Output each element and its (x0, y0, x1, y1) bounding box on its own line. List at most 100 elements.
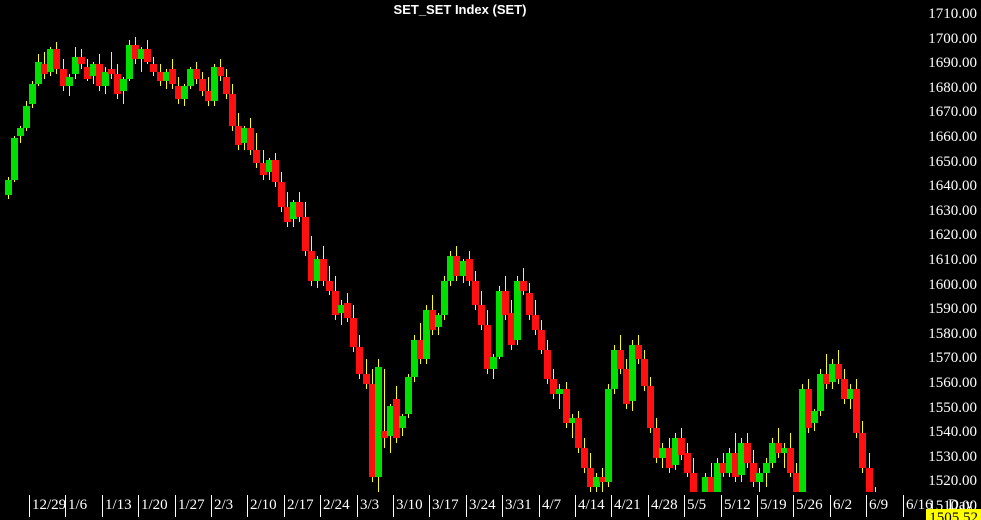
candle-body (320, 258, 328, 281)
x-axis-tick-label: 2/24 (323, 497, 350, 513)
candle-body (720, 462, 728, 473)
candle-body (574, 418, 582, 448)
x-axis-tick-label: 6/16 (906, 497, 933, 513)
x-axis-tick-label: 5/5 (687, 497, 707, 513)
candle-body (865, 467, 873, 492)
y-axis-tick-label: 1640.00 (928, 178, 977, 195)
x-axis-tick (175, 495, 176, 517)
candle-body (550, 379, 558, 394)
candle-body (617, 349, 625, 370)
candle-body (635, 344, 643, 360)
candle-body (495, 290, 503, 357)
candle-body (241, 128, 249, 143)
x-axis-label: Day (948, 497, 973, 513)
candle-wick (141, 46, 143, 72)
candle-body (859, 433, 867, 468)
candle-body (429, 310, 437, 330)
x-axis-tick-label: 3/17 (432, 497, 459, 513)
candle-wick (571, 413, 573, 439)
candle-body (150, 64, 158, 72)
candle-body (768, 443, 776, 463)
x-axis-tick (866, 495, 867, 517)
x-axis-tick (466, 495, 467, 517)
candle-body (677, 438, 685, 456)
x-axis-tick (684, 495, 685, 517)
y-axis-tick-label: 1660.00 (928, 129, 977, 145)
y-axis-tick-label: 1630.00 (928, 202, 977, 219)
candle-body (435, 315, 443, 328)
candle-body (156, 71, 164, 82)
candle-wick (559, 384, 561, 409)
candle-body (114, 74, 122, 94)
candle-body (507, 312, 515, 345)
candle-body (392, 398, 400, 439)
x-axis-tick-label: 6/9 (869, 497, 889, 513)
candle-body (380, 430, 388, 439)
x-axis-tick (284, 495, 285, 517)
candle-body (326, 280, 334, 291)
x-axis-tick (393, 495, 394, 517)
candle-body (265, 160, 273, 173)
candle-body (53, 49, 61, 70)
candle-body (23, 106, 31, 129)
y-axis: 1710.00 1700.00 1690.00 1680.00 1670.00 1660.… (920, 0, 981, 514)
candle-body (592, 477, 600, 488)
candle-body (374, 366, 382, 478)
x-axis-tick (611, 495, 612, 517)
x-axis-tick (247, 495, 248, 517)
x-axis-tick (211, 495, 212, 517)
candle-body (5, 179, 12, 195)
candle-body (162, 71, 170, 82)
x-axis-tick (138, 495, 139, 517)
y-axis-tick-label: 1540.00 (928, 424, 977, 441)
candle-body (283, 206, 291, 222)
y-axis-tick-label: 1670.00 (928, 104, 977, 121)
y-axis-tick-label: 1520.00 (928, 473, 977, 490)
candle-body (101, 71, 109, 87)
candle-body (641, 359, 649, 387)
candle-body (338, 305, 346, 313)
candle-body (332, 290, 340, 316)
candle-body (841, 379, 849, 399)
candle-body (204, 91, 212, 102)
candle-body (404, 376, 412, 414)
x-axis-tick-label: 3/3 (360, 497, 380, 513)
candle-body (59, 69, 67, 87)
candle-body (453, 256, 461, 276)
y-axis-tick-label: 1570.00 (928, 350, 977, 367)
candle-wick (826, 354, 828, 389)
candle-body (750, 462, 758, 483)
chart-title: SET_SET Index (SET) (393, 2, 527, 17)
chart-plot-area[interactable] (0, 0, 920, 492)
candle-body (259, 162, 267, 175)
candle-body (65, 76, 73, 87)
candle-body (483, 324, 491, 370)
candle-body (362, 374, 370, 384)
candle-body (29, 83, 37, 104)
y-axis-tick-label: 1590.00 (928, 301, 977, 318)
x-axis-tick-label: 5/12 (724, 497, 751, 513)
candle-body (229, 93, 237, 126)
candle-body (835, 364, 843, 380)
x-axis-tick-label: 5/19 (760, 497, 787, 513)
candle-body (683, 452, 691, 473)
x-axis-tick-label: 4/28 (651, 497, 678, 513)
candle-body (489, 356, 497, 370)
candle-body (562, 388, 570, 424)
y-axis-tick-label: 1700.00 (928, 30, 977, 47)
candle-body (647, 386, 655, 429)
candle-body (356, 347, 364, 375)
x-axis-tick (757, 495, 758, 517)
x-axis-tick-label: 1/27 (178, 497, 205, 513)
x-axis-tick-label: 1/13 (105, 497, 132, 513)
candle-body (471, 280, 479, 306)
candle-body (277, 182, 285, 207)
candle-body (738, 443, 746, 475)
y-axis-tick-label: 1550.00 (928, 399, 977, 416)
candle-body (95, 64, 103, 87)
candle-body (235, 125, 243, 146)
candle-body (174, 86, 182, 99)
candle-wick (783, 443, 785, 468)
y-axis-tick-label: 1690.00 (928, 55, 977, 72)
candle-body (701, 477, 709, 492)
